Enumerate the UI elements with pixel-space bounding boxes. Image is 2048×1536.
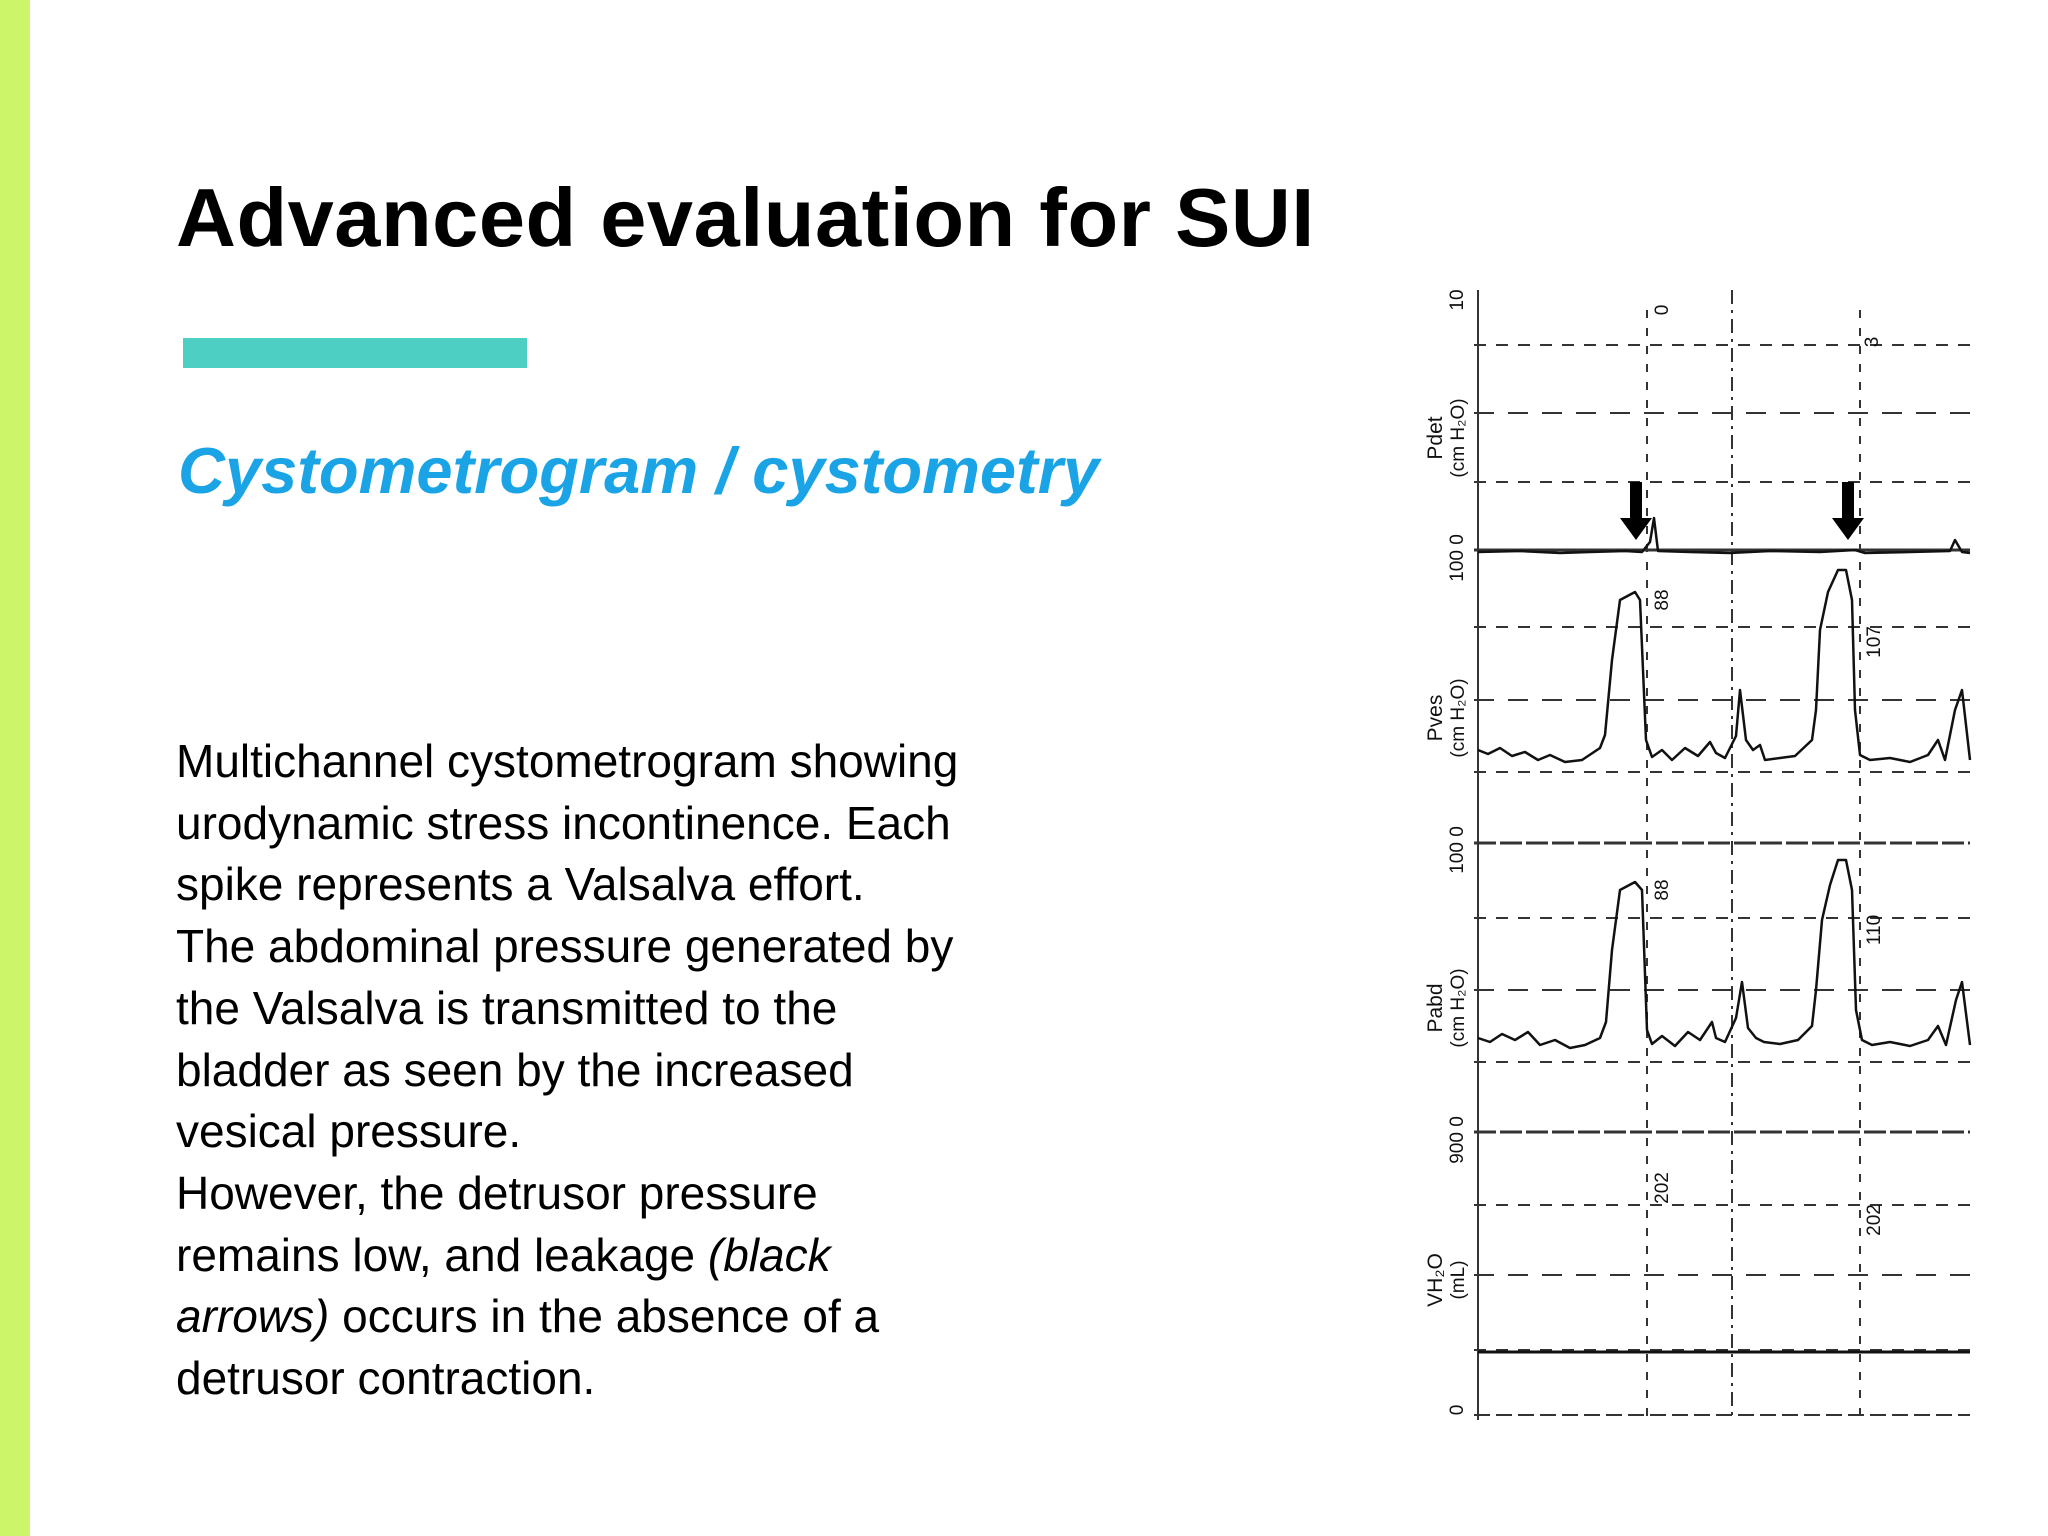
peak-label: 88 — [1652, 589, 1673, 610]
body-line-text: remains low, and leakage — [176, 1228, 708, 1281]
scale-label: 900 0 — [1447, 1116, 1468, 1164]
peak-label: 110 — [1864, 915, 1885, 945]
channel-unit-volume: (mL) — [1448, 1260, 1469, 1299]
scale-label: 100 0 — [1447, 534, 1468, 582]
down-arrow-icon — [1620, 482, 1652, 540]
cystometrogram-svg: Pdet (cm H₂O) Pves (cm H₂O) Pabd (cm H₂O… — [1424, 289, 1972, 1420]
body-line-text: occurs in the absence of a — [329, 1290, 880, 1343]
body-line: detrusor contraction. — [176, 1352, 596, 1405]
down-arrow-icon — [1832, 482, 1864, 540]
scale-label: 10 — [1447, 289, 1468, 310]
channel-name-volume: VH₂O — [1424, 1253, 1447, 1307]
slide-subtitle: Cystometrogram / cystometry — [178, 434, 1100, 507]
body-line: arrows) occurs in the absence of a — [176, 1286, 1076, 1348]
body-line-italic: (black — [707, 1228, 831, 1281]
rotated-labels: Pdet (cm H₂O) Pves (cm H₂O) Pabd (cm H₂O… — [1424, 289, 1885, 1415]
scale-label: 0 — [1447, 1405, 1468, 1416]
body-line: remains low, and leakage (black — [176, 1225, 1076, 1287]
leak-arrows — [1620, 482, 1864, 540]
peak-label: 202 — [1864, 1204, 1885, 1236]
body-text: Multichannel cystometrogram showing urod… — [176, 731, 1076, 1410]
scale-label: 100 0 — [1447, 826, 1468, 874]
channel-unit-pdet: (cm H₂O) — [1448, 398, 1469, 477]
peak-label: 0 — [1652, 305, 1673, 316]
body-line-italic: arrows) — [176, 1290, 330, 1343]
slide-title: Advanced evaluation for SUI — [176, 171, 1315, 264]
cystometrogram-figure: Pdet (cm H₂O) Pves (cm H₂O) Pabd (cm H₂O… — [1350, 270, 1990, 1440]
body-line: However, the detrusor pressure — [176, 1166, 818, 1219]
channel-unit-pabd: (cm H₂O) — [1448, 968, 1469, 1047]
pdet-trace — [1477, 516, 1971, 555]
peak-label: 3 — [1862, 337, 1883, 348]
title-underline — [183, 338, 527, 368]
channel-name-pves: Pves — [1424, 695, 1447, 742]
pves-trace — [1477, 568, 1972, 764]
accent-bar — [0, 0, 30, 1536]
body-line: spike represents a Valsalva effort. — [176, 858, 865, 911]
pabd-trace — [1477, 858, 1972, 1050]
body-line: urodynamic stress incontinence. Each — [176, 796, 951, 849]
body-line: bladder as seen by the increased — [176, 1043, 854, 1096]
panel-grid — [1474, 290, 1970, 1420]
body-line: the Valsalva is transmitted to the — [176, 981, 838, 1034]
peak-label: 107 — [1864, 626, 1885, 658]
channel-name-pdet: Pdet — [1424, 416, 1447, 459]
body-line: Multichannel cystometrogram showing — [176, 735, 959, 787]
peak-label: 88 — [1652, 879, 1673, 900]
body-line: vesical pressure. — [176, 1105, 522, 1158]
body-line: The abdominal pressure generated by — [176, 920, 954, 973]
channel-name-pabd: Pabd — [1424, 983, 1447, 1032]
channel-unit-pves: (cm H₂O) — [1448, 678, 1469, 757]
traces — [1477, 516, 1972, 1354]
peak-label: 202 — [1652, 1172, 1673, 1204]
